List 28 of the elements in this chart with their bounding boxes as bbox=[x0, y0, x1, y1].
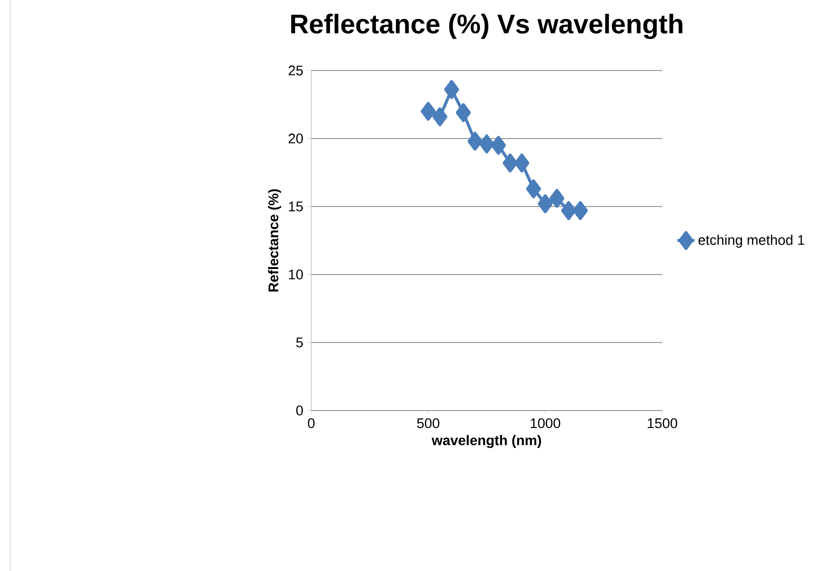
y-tick-label: 25 bbox=[288, 66, 303, 76]
x-axis-title: wavelength (nm) bbox=[432, 434, 542, 448]
point bbox=[456, 103, 471, 122]
x-tick-label: 0 bbox=[308, 418, 315, 428]
point bbox=[526, 179, 542, 198]
y-tick-label: 5 bbox=[296, 338, 303, 348]
y-axis-title: Reflectance (%) bbox=[268, 189, 282, 292]
point bbox=[502, 154, 518, 172]
y-tick-label: 10 bbox=[289, 270, 303, 280]
x-tick-label: 1000 bbox=[530, 418, 560, 428]
legend-label: etching method 1 bbox=[698, 234, 804, 248]
y-tick-label: 0 bbox=[296, 406, 303, 416]
point bbox=[514, 154, 530, 172]
chart-title: Reflectance (%) Vs wavelength bbox=[291, 14, 682, 40]
point bbox=[572, 201, 588, 220]
point bbox=[561, 201, 576, 220]
point bbox=[468, 132, 482, 151]
y-tick-label: 20 bbox=[288, 134, 303, 144]
point bbox=[538, 194, 553, 214]
x-tick-label: 500 bbox=[417, 418, 440, 428]
point bbox=[444, 80, 460, 100]
point bbox=[420, 102, 436, 121]
point bbox=[432, 107, 448, 126]
point bbox=[479, 134, 494, 154]
x-tick-label: 1500 bbox=[648, 418, 678, 428]
y-tick-label: 15 bbox=[289, 202, 303, 212]
point bbox=[549, 188, 564, 208]
point bbox=[490, 136, 506, 155]
